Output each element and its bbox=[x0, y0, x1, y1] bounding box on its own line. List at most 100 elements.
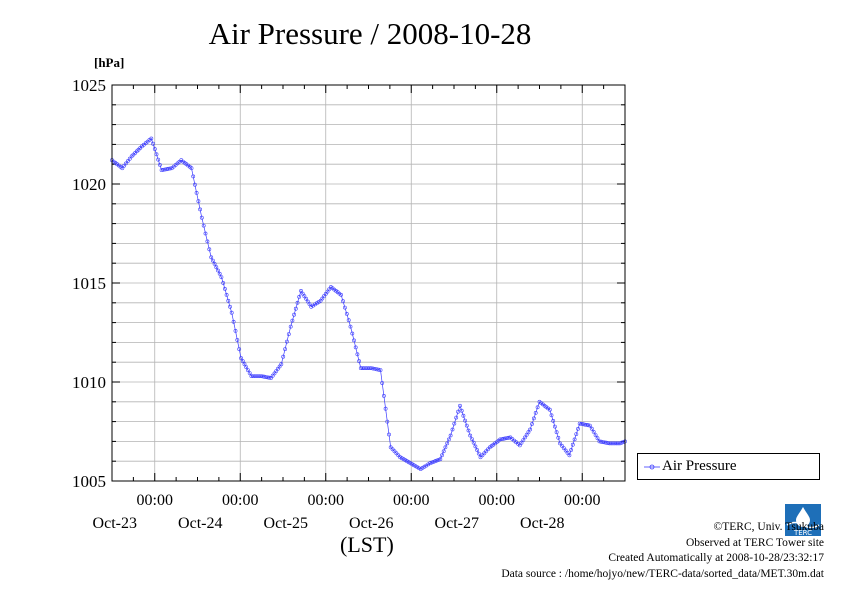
axis-ticks bbox=[111, 84, 626, 482]
data-point bbox=[219, 275, 224, 280]
data-point bbox=[392, 449, 397, 454]
data-point bbox=[530, 422, 534, 426]
data-point bbox=[217, 271, 222, 276]
data-point bbox=[438, 457, 443, 462]
data-point bbox=[290, 318, 295, 323]
data-point bbox=[558, 441, 562, 446]
data-point bbox=[569, 448, 574, 452]
data-point bbox=[519, 440, 524, 445]
data-point bbox=[533, 410, 538, 415]
data-point bbox=[231, 319, 236, 324]
data-point bbox=[309, 304, 314, 309]
data-point bbox=[618, 441, 622, 446]
data-point bbox=[353, 345, 358, 350]
data-point bbox=[468, 433, 473, 438]
data-point bbox=[563, 448, 568, 453]
data-point bbox=[561, 446, 566, 451]
data-point bbox=[523, 435, 527, 440]
data-point bbox=[443, 445, 448, 450]
data-point bbox=[463, 418, 468, 423]
data-point bbox=[302, 294, 307, 299]
data-point bbox=[486, 447, 490, 452]
data-point bbox=[604, 440, 609, 445]
data-point bbox=[554, 430, 559, 435]
data-point bbox=[602, 440, 607, 445]
data-point bbox=[210, 258, 215, 263]
data-point bbox=[484, 449, 489, 454]
data-point bbox=[164, 167, 169, 172]
data-point bbox=[526, 430, 531, 435]
data-point bbox=[454, 415, 459, 420]
data-point bbox=[256, 374, 261, 379]
data-point bbox=[586, 423, 591, 428]
data-point bbox=[547, 407, 552, 412]
data-point bbox=[311, 303, 316, 308]
data-point bbox=[341, 299, 345, 304]
data-point bbox=[124, 161, 128, 166]
data-point bbox=[189, 166, 194, 171]
data-point bbox=[466, 428, 471, 433]
legend: Air Pressure bbox=[637, 453, 820, 480]
data-point bbox=[450, 427, 455, 432]
data-point bbox=[344, 311, 349, 316]
data-point bbox=[292, 312, 297, 317]
data-point bbox=[201, 223, 206, 228]
data-point bbox=[464, 423, 469, 428]
observed-text: Observed at TERC Tower site bbox=[685, 536, 824, 549]
data-point bbox=[471, 440, 476, 445]
data-point bbox=[584, 422, 589, 427]
data-point bbox=[299, 288, 303, 293]
data-point bbox=[369, 366, 374, 371]
created-text: Created Automatically at 2008-10-28/23:3… bbox=[608, 552, 824, 564]
data-point bbox=[209, 255, 214, 260]
data-point bbox=[570, 442, 575, 447]
data-point bbox=[374, 367, 379, 372]
x-tick-time-label: 00:00 bbox=[222, 492, 258, 509]
data-point bbox=[154, 152, 159, 157]
data-point bbox=[428, 461, 433, 466]
data-point bbox=[352, 338, 356, 343]
data-point bbox=[478, 455, 483, 460]
data-point bbox=[436, 457, 441, 462]
data-point bbox=[567, 453, 572, 458]
series-air-pressure bbox=[110, 136, 627, 472]
data-point bbox=[307, 302, 312, 307]
data-point bbox=[316, 300, 321, 304]
data-point bbox=[152, 147, 157, 151]
data-point bbox=[229, 310, 234, 315]
data-point bbox=[593, 433, 598, 438]
y-axis-unit: [hPa] bbox=[94, 55, 125, 70]
data-point bbox=[293, 306, 298, 311]
data-point bbox=[579, 421, 584, 426]
data-point bbox=[597, 439, 602, 444]
data-point bbox=[214, 265, 219, 270]
data-point bbox=[424, 463, 429, 468]
data-point bbox=[459, 408, 464, 413]
data-point bbox=[224, 292, 229, 297]
data-point bbox=[448, 433, 453, 438]
data-point bbox=[458, 403, 462, 408]
data-point bbox=[199, 215, 204, 220]
data-point bbox=[288, 324, 293, 329]
data-point bbox=[260, 374, 265, 379]
data-point bbox=[387, 432, 391, 437]
data-point bbox=[267, 375, 272, 380]
data-point bbox=[346, 318, 351, 323]
data-point bbox=[452, 421, 457, 426]
data-point bbox=[168, 166, 173, 171]
x-tick-time-label: 00:00 bbox=[564, 492, 600, 509]
x-tick-date-label: Oct-26 bbox=[349, 515, 393, 532]
data-point bbox=[212, 261, 217, 266]
data-point bbox=[342, 305, 347, 310]
data-point bbox=[249, 374, 254, 379]
x-tick-date-label: Oct-28 bbox=[520, 515, 564, 532]
data-point bbox=[480, 453, 485, 458]
data-point bbox=[517, 443, 522, 448]
svg-text:TERC: TERC bbox=[793, 529, 812, 537]
data-point bbox=[253, 374, 258, 379]
data-point bbox=[149, 136, 154, 141]
data-point bbox=[157, 162, 162, 167]
data-point bbox=[473, 444, 478, 449]
data-point bbox=[535, 405, 540, 410]
